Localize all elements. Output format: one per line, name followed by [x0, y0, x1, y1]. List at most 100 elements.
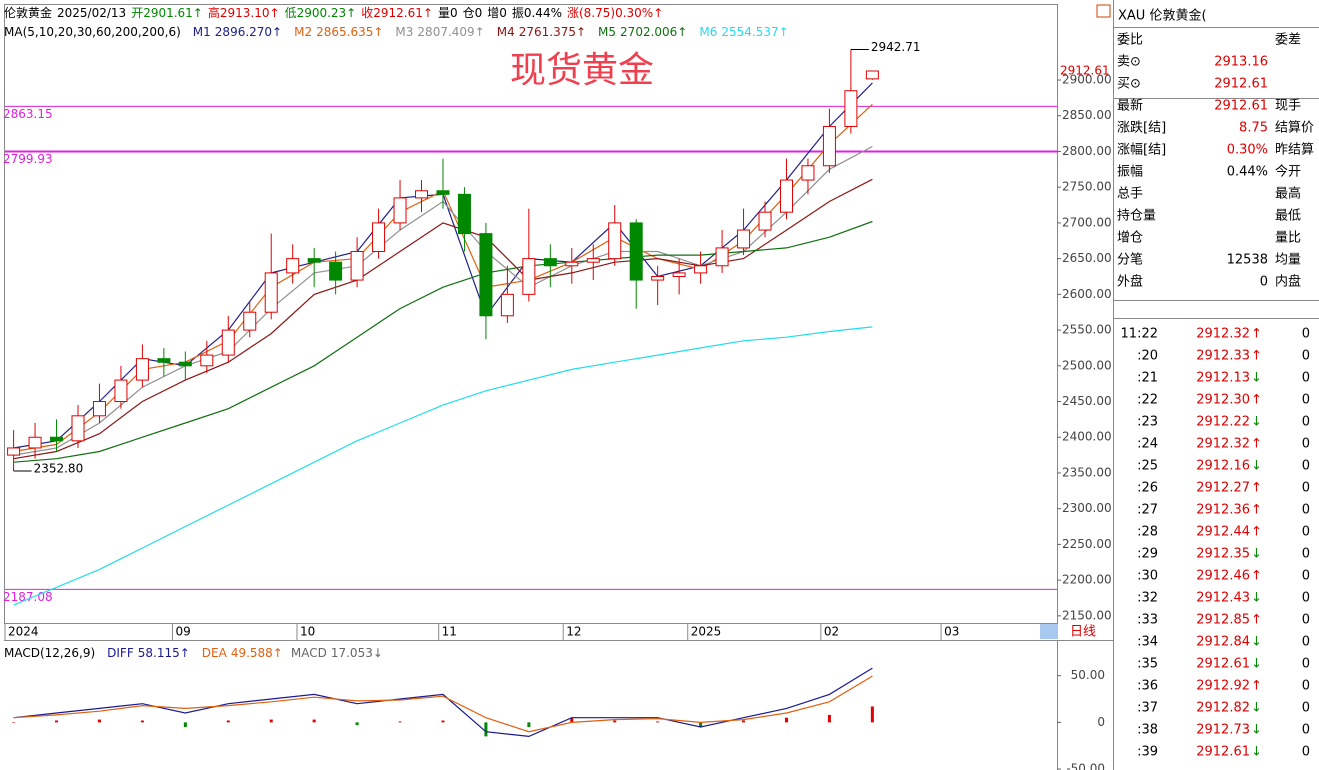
candle-body: [522, 258, 536, 295]
candle-body: [565, 261, 579, 267]
tick-time: :24: [1137, 437, 1158, 452]
info-item: 涨(8.75)0.30%↑: [567, 5, 663, 20]
legend-value: 2554.537↑: [721, 25, 788, 39]
legend-value: 2761.375↑: [519, 25, 586, 39]
candle-body: [135, 358, 149, 381]
legend-value: 2896.270↑: [215, 25, 282, 39]
quote-label: 委比: [1117, 33, 1143, 48]
tick-volume: 0: [1302, 349, 1310, 364]
candle-body: [457, 193, 471, 235]
tick-arrow: ↑: [1251, 349, 1262, 364]
candle-body: [221, 329, 235, 356]
scroll-button[interactable]: [1040, 624, 1058, 639]
tick-arrow: ↑: [1251, 679, 1262, 694]
candle-body: [286, 258, 300, 274]
tick-arrow: ↑: [1251, 437, 1262, 452]
tick-price: 2912.36: [1196, 503, 1250, 518]
x-tick-label: 12: [566, 625, 581, 639]
ma-legend: MA(5,10,20,30,60,200,200,6) M1 2896.270↑ M2…: [4, 25, 789, 39]
quote-value: 2913.16: [1214, 55, 1268, 70]
y-tick-label: 2600.00: [1062, 287, 1112, 301]
tick-volume: 0: [1302, 327, 1310, 342]
legend-value: 58.115↑: [138, 646, 190, 660]
quote-label: 涨跌[结]: [1117, 120, 1166, 136]
tick-arrow: ↑: [1251, 481, 1262, 496]
quote-label: 最低: [1275, 209, 1301, 224]
tick-arrow: ↓: [1251, 547, 1262, 562]
quote-label: 外盘: [1117, 274, 1143, 290]
tick-volume: 0: [1302, 393, 1310, 408]
info-item: 收2912.61↑: [361, 6, 433, 20]
x-tick-label: 03: [944, 625, 959, 639]
quote-label: 现手: [1275, 99, 1301, 114]
candle-body: [543, 258, 557, 267]
tick-time: :29: [1137, 547, 1158, 562]
candle-body: [865, 70, 879, 80]
quote-label: 增仓: [1117, 231, 1143, 246]
period-button[interactable]: 日线: [1070, 625, 1096, 640]
info-item: 高2913.10↑: [208, 5, 280, 20]
y-tick-label: 2300.00: [1062, 501, 1112, 515]
tick-arrow: ↑: [1251, 525, 1262, 540]
tick-time: :32: [1137, 591, 1158, 606]
y-tick-label: -50.00: [1066, 762, 1105, 770]
tick-arrow: ↑: [1251, 327, 1262, 342]
macd-bar: [355, 722, 359, 726]
quote-value: 8.75: [1239, 121, 1268, 136]
annotation-label: 2352.80: [34, 461, 84, 475]
macd-bar: [527, 722, 531, 728]
tick-volume: 0: [1302, 745, 1310, 760]
legend-value: 49.588↑: [231, 646, 283, 660]
y-tick-label: 2200.00: [1062, 573, 1112, 587]
tick-arrow: ↓: [1251, 657, 1262, 672]
tick-time: :23: [1137, 415, 1158, 430]
last-price-label: 2912.61: [1060, 64, 1110, 78]
tick-price: 2912.61: [1196, 745, 1250, 760]
macd-bar: [269, 719, 273, 723]
tick-volume: 0: [1302, 723, 1310, 738]
tick-volume: 0: [1302, 679, 1310, 694]
y-tick-label: 2350.00: [1062, 465, 1112, 479]
level-label: 2187.08: [3, 590, 53, 604]
y-tick-label: 50.00: [1071, 668, 1105, 682]
macd-bar: [656, 721, 660, 723]
legend-name: M2: [294, 25, 312, 39]
tick-volume: 0: [1302, 371, 1310, 386]
tick-volume: 0: [1302, 481, 1310, 496]
quote-label: 昨结算: [1275, 143, 1314, 158]
macd-line: [13, 675, 873, 733]
tick-price: 2912.85: [1196, 613, 1250, 628]
macd-bar: [183, 722, 187, 728]
tick-price: 2912.43: [1196, 591, 1250, 606]
macd-bar: [827, 714, 831, 723]
quote-label: 总手: [1117, 187, 1143, 202]
info-item: 振0.44%: [512, 6, 562, 20]
window-button[interactable]: [1096, 4, 1111, 18]
quote-value: 2912.61: [1214, 99, 1268, 114]
macd-bar: [140, 720, 144, 723]
candle-body: [801, 165, 815, 181]
tick-price: 2912.27: [1196, 481, 1250, 496]
tick-price: 2912.16: [1196, 459, 1250, 474]
tick-volume: 0: [1302, 503, 1310, 518]
panel-title: XAU 伦敦黄金(: [1118, 8, 1207, 24]
tick-arrow: ↓: [1251, 723, 1262, 738]
tick-time: :25: [1137, 459, 1158, 474]
y-tick-label: 2250.00: [1062, 537, 1112, 551]
quote-label: 卖⊙: [1117, 55, 1141, 70]
tick-time: :21: [1137, 371, 1158, 386]
legend-value: 17.053↓: [331, 646, 383, 660]
quote-label: 分笔: [1117, 252, 1143, 268]
tick-price: 2912.13: [1196, 371, 1250, 386]
candle-body: [651, 275, 665, 281]
legend-value: 2865.635↑: [316, 25, 383, 39]
level-label: 2863.15: [3, 107, 53, 121]
tick-volume: 0: [1302, 657, 1310, 672]
legend-name: M5: [598, 25, 616, 39]
y-tick-label: 2400.00: [1062, 430, 1112, 444]
legend-name: DEA: [202, 646, 228, 660]
tick-arrow: ↑: [1251, 569, 1262, 584]
y-tick-label: 2650.00: [1062, 251, 1112, 265]
tick-time: :37: [1137, 701, 1158, 716]
level-label: 2799.93: [3, 152, 53, 166]
